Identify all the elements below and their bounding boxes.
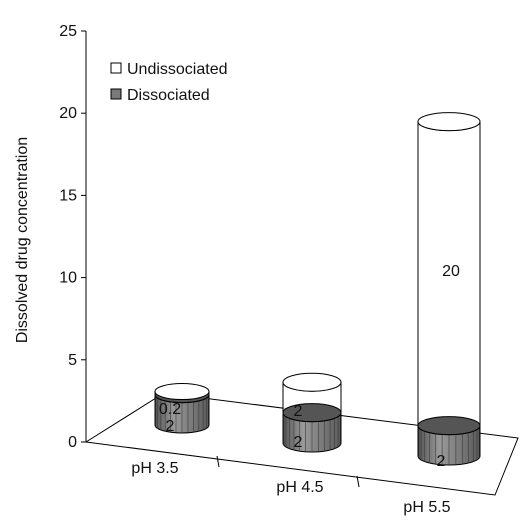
y-tick-label: 0: [68, 434, 77, 451]
y-ticks: 0 5 10 15 20 25: [59, 23, 86, 451]
x-tick-mark: [216, 455, 220, 468]
x-tick-label: pH 3.5: [131, 460, 178, 477]
data-label-undissociated: 0.2: [159, 401, 181, 418]
bar-top-cap: [154, 383, 210, 401]
x-tick-label: pH 4.5: [276, 479, 323, 496]
bar-top-cap: [417, 112, 481, 132]
y-tick-label: 10: [59, 270, 77, 287]
floor-plane: [85, 392, 519, 496]
legend-label-dissociated: Dissociated: [127, 87, 210, 104]
bar-group-ph-4.5: [282, 372, 342, 453]
data-label-dissociated: 2: [166, 418, 175, 435]
y-tick-label: 15: [59, 187, 77, 204]
legend-swatch-dissociated: [110, 88, 122, 100]
data-label-undissociated: 20: [442, 263, 460, 280]
y-axis-title: Dissolved drug concentration: [14, 137, 31, 343]
bar-group-ph-3.5: [154, 383, 210, 434]
y-tick-label: 20: [59, 105, 77, 122]
data-label-dissociated: 2: [437, 453, 446, 470]
legend-label-undissociated: Undissociated: [127, 61, 228, 78]
x-tick-labels: pH 3.5 pH 4.5 pH 5.5: [131, 455, 451, 516]
y-tick-label: 5: [68, 352, 77, 369]
legend: Undissociated Dissociated: [110, 61, 228, 104]
bar-group-ph-5.5: [417, 112, 481, 466]
bar-dissociated-top: [417, 416, 481, 436]
axes: [85, 31, 519, 496]
x-tick-label: pH 5.5: [403, 499, 450, 516]
y-tick-label: 25: [59, 23, 77, 40]
data-label-dissociated: 2: [294, 434, 303, 451]
legend-swatch-undissociated: [110, 62, 122, 74]
x-tick-mark: [356, 475, 360, 488]
data-label-undissociated: 2: [294, 403, 303, 420]
bar-dissociated-top: [282, 403, 342, 423]
bar-top-cap: [282, 372, 342, 392]
